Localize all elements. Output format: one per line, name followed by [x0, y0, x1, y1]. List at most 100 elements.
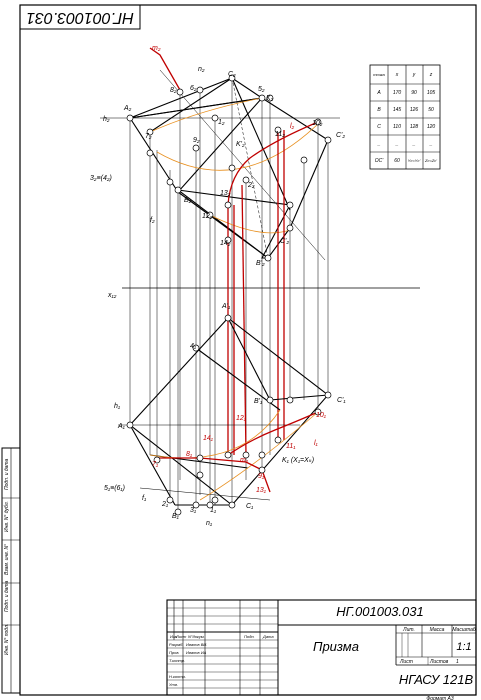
- lit-header: Лит.: [402, 627, 415, 633]
- scale-header: Масштаб: [452, 627, 476, 633]
- mass-header: Масса: [430, 627, 445, 633]
- organization: НГАСУ 121В: [399, 672, 474, 687]
- label-p13-1: 13₁: [256, 487, 267, 494]
- top-drawing-number: НГ.001003.031: [26, 9, 134, 26]
- label-p8: 8₂: [170, 87, 177, 94]
- frontal-points: [126, 74, 332, 262]
- linkage-lines: [129, 78, 329, 512]
- label-p14-1: 14₁: [203, 435, 214, 442]
- label-p1-1: 1₁: [210, 507, 217, 514]
- label-p6: 6₂: [190, 85, 197, 92]
- table-cell: C: [377, 124, 381, 130]
- title-block: [166, 599, 477, 696]
- drawing-number: НГ.001003.031: [336, 604, 423, 619]
- frontal-auxiliary-curve: [149, 97, 263, 133]
- label-p1-2: 1₂: [218, 119, 225, 126]
- label-m2: m₂: [152, 45, 161, 52]
- label-K2: K₂: [266, 95, 274, 102]
- scale-value: 1:1: [456, 641, 471, 653]
- label-p11: 11₂: [275, 131, 285, 138]
- table-header-z: z: [429, 72, 433, 78]
- table-cell: Zc=Zc': [424, 158, 437, 163]
- label-n1: n₁: [206, 520, 213, 527]
- label-A1: A₁: [117, 423, 126, 430]
- label-p3eq4: 3₂≡(4₂): [90, 175, 112, 182]
- role-developer: Разраб.: [169, 642, 183, 647]
- drawing-name: Призма: [313, 639, 359, 654]
- coordinate-table: точка x y z A 170 90 105 B 145 126 50 C …: [369, 64, 441, 170]
- sheets-label: Листов: [429, 659, 449, 665]
- table-cell: 145: [393, 107, 402, 113]
- table-cell: B: [377, 107, 381, 113]
- label-p4: 4₁: [190, 343, 197, 350]
- label-B2: B₂: [184, 197, 192, 204]
- label-p11-1: 11₁: [286, 443, 296, 450]
- format-label: Формат А3: [426, 696, 454, 700]
- side-stamp: Инв. N° подл. Подп. и дата Взам. инв. N°…: [1, 447, 21, 694]
- label-l1: l₁: [314, 440, 319, 447]
- label-C2: C₂: [228, 71, 236, 78]
- label-n2: n₂: [198, 66, 205, 73]
- point-labels: h₂ n₂ m₂ A₂ C₂ K₂ 6₂ 5₂ 8₂ 7₂ 9₂ 1₂ 10₂ …: [90, 45, 346, 527]
- table-header-x: x: [395, 72, 399, 78]
- table-cell: OC': [375, 158, 385, 164]
- label-p13: 13₂: [220, 190, 231, 197]
- table-cell: 110: [393, 124, 401, 130]
- label-C2p: C'₂: [336, 132, 345, 139]
- rev-header-sign: Подп.: [244, 634, 255, 639]
- label-K1: K₁ (X₁=Xₖ): [282, 457, 314, 464]
- name-checker: Иванов ИА: [186, 650, 207, 655]
- top-number-box: [19, 4, 141, 30]
- table-header-point: точка: [373, 72, 385, 77]
- table-cell: 120: [427, 124, 436, 130]
- label-p2: 2₂: [247, 182, 255, 189]
- rev-header-change: Изм: [170, 634, 178, 639]
- label-p12: 12₂: [202, 213, 213, 220]
- role-ncontrol: Н.контр.: [169, 674, 186, 679]
- label-C1: C₁: [246, 503, 254, 510]
- label-f1: f₁: [142, 495, 147, 502]
- label-A1p: A'₁: [221, 303, 231, 310]
- role-approved: Утв.: [169, 682, 178, 687]
- table-cell: 60: [394, 158, 400, 164]
- table-cell: _: [412, 141, 416, 147]
- table-cell: A: [376, 90, 381, 96]
- label-p9-1: 9₁: [258, 473, 265, 480]
- table-cell: 170: [393, 90, 402, 96]
- horizontal-section: [157, 411, 319, 493]
- label-p10-1: 10₁: [316, 412, 327, 419]
- label-p5: 5₂: [258, 86, 265, 93]
- rev-header-date: Дата: [262, 634, 274, 639]
- label-m1: m₁: [240, 457, 249, 464]
- frontal-section: [149, 47, 319, 456]
- role-checker: Пров.: [169, 650, 180, 655]
- label-B1: B₁: [172, 513, 180, 520]
- table-cell: _: [377, 141, 381, 147]
- table-cell: 50: [428, 107, 434, 113]
- table-cell: 128: [410, 124, 419, 130]
- stamp-label-5: Подп. и дата: [4, 458, 10, 490]
- table-cell: 105: [427, 90, 436, 96]
- label-x12: x₁₂: [107, 292, 117, 299]
- label-p7: 7₂: [145, 133, 152, 140]
- label-C1p: C'₁: [337, 397, 346, 404]
- sheets-value: 1: [456, 659, 459, 665]
- label-p8-1: 8₁: [186, 451, 193, 458]
- label-p10: 10₂: [312, 120, 323, 127]
- frontal-projection: [129, 77, 329, 259]
- label-h1: h₁: [114, 403, 121, 410]
- horizontal-points: [126, 314, 332, 516]
- horizontal-auxiliary-curve-2: [199, 411, 319, 501]
- label-p2-1: 2₁: [161, 501, 169, 508]
- label-p5eq6: 5₁≡(6₁): [104, 485, 125, 492]
- stamp-label-3: Взам. инв. N°: [4, 544, 10, 575]
- sheet-frame: [19, 4, 477, 696]
- label-B1p: B'₁: [254, 398, 263, 405]
- name-developer: Иванов ВИ.: [186, 642, 207, 647]
- table-cell: _: [429, 141, 433, 147]
- label-C2pp: C'₂: [280, 238, 289, 245]
- sheet-label: Лист: [399, 659, 413, 665]
- stamp-label-4: Инв. N° дубл.: [4, 501, 10, 532]
- label-K2p: K'₂: [236, 141, 245, 148]
